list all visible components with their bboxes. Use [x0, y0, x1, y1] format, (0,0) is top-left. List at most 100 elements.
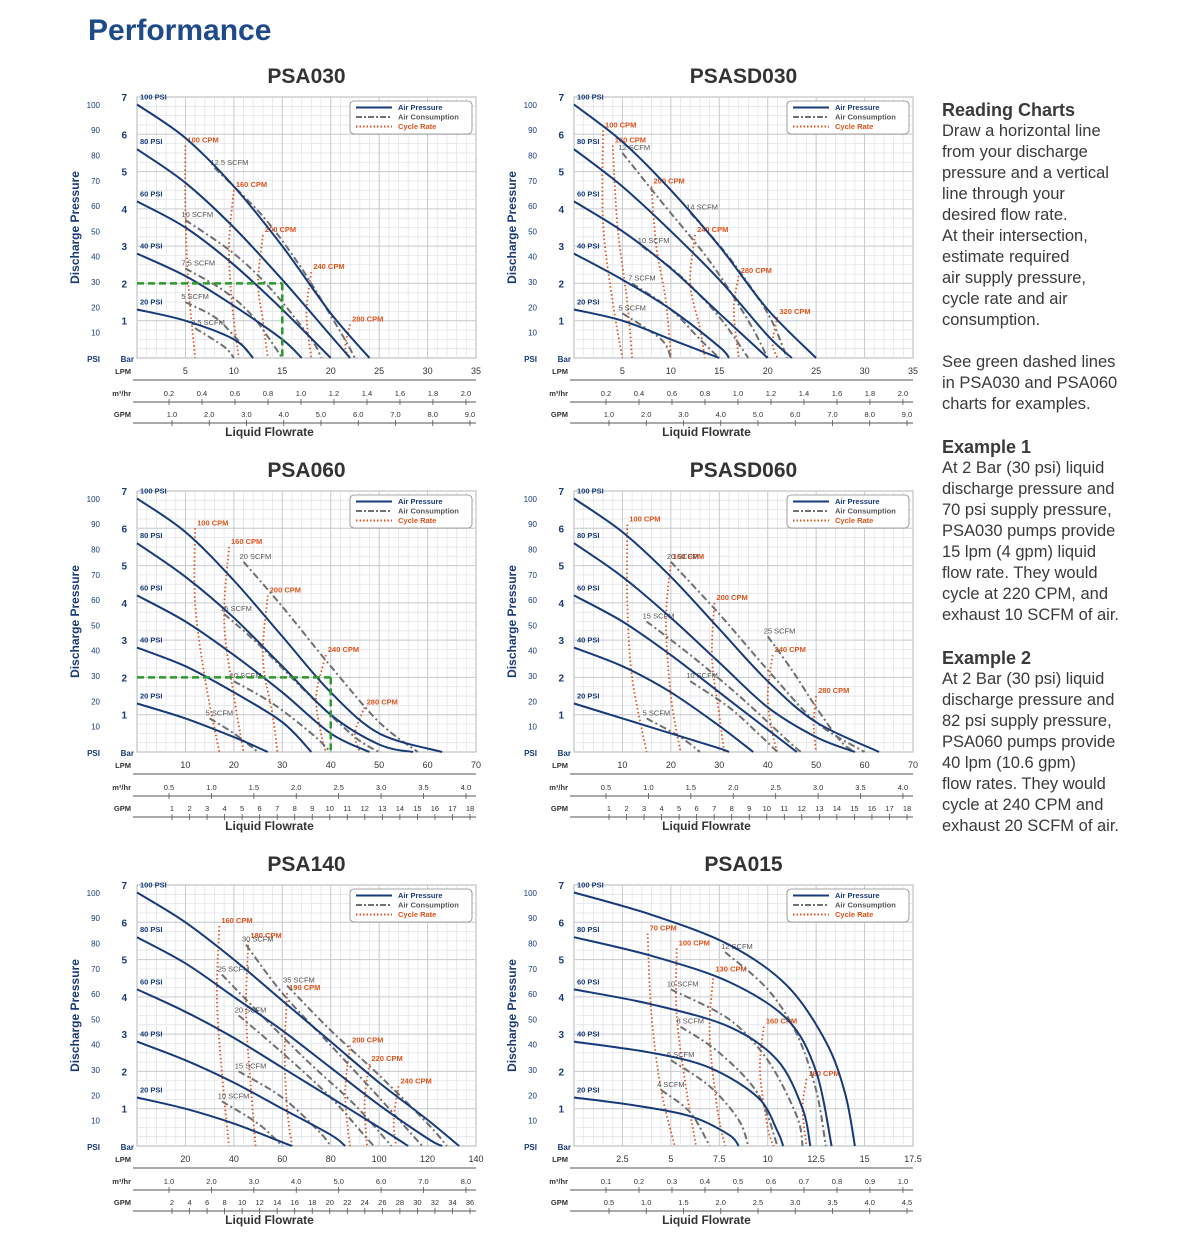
gpm-tick: 13: [378, 804, 386, 813]
cycle-rate-70-cpm: [646, 933, 676, 1147]
air-consumption-label: 25 SCFM: [218, 964, 250, 973]
gpm-tick: 8.0: [865, 410, 875, 419]
air-consumption-label: 20 SCFM: [240, 552, 272, 561]
air-pressure-20-psi: [573, 1096, 740, 1147]
gpm-tick: 16: [291, 1198, 299, 1207]
gpm-tick: 30: [413, 1198, 421, 1207]
legend-air-consumption: Air Consumption: [835, 113, 896, 122]
x-unit-label: m³/hr: [112, 783, 131, 792]
air-pressure-40-psi: [136, 252, 303, 359]
x-unit-label: LPM: [552, 1155, 568, 1164]
m3-tick: 1.0: [733, 389, 743, 398]
air-pressure-40-psi: [573, 252, 730, 359]
cycle-rate-label: 200 CPM: [653, 176, 684, 185]
gpm-tick: 0.5: [604, 1198, 614, 1207]
gpm-tick: 1: [607, 804, 611, 813]
air-consumption-label: 7.5 SCFM: [181, 259, 215, 268]
air-consumption-label: 10 SCFM: [686, 671, 718, 680]
bar-tick: 2: [121, 1067, 127, 1078]
gpm-tick: 14: [833, 804, 841, 813]
chart-title: PSA030: [267, 65, 345, 88]
cycle-rate-label: 240 CPM: [401, 1076, 432, 1085]
air-consumption-8-scfm: [679, 1025, 779, 1147]
lpm-tick: 10: [617, 760, 627, 770]
see-green-lines-text: See green dashed lines in PSA030 and PSA0…: [942, 353, 1118, 413]
air-pressure-label: 80 PSI: [577, 925, 600, 934]
air-pressure-40-psi: [573, 646, 754, 753]
cycle-rate-label: 100 CPM: [629, 515, 660, 524]
air-pressure-label: 80 PSI: [577, 531, 600, 540]
gpm-tick: 15: [850, 804, 858, 813]
air-consumption-10-scfm: [233, 680, 332, 753]
air-consumption-10-scfm: [670, 988, 804, 1147]
bar-tick: 6: [558, 130, 564, 141]
gpm-tick: 1.0: [641, 1198, 651, 1207]
cycle-rate-200-cpm: [261, 595, 279, 753]
psi-tick: 10: [91, 329, 100, 338]
air-consumption-12-scfm: [724, 951, 827, 1147]
air-consumption-label: 7 SCFM: [628, 273, 656, 282]
m3-tick: 2.5: [333, 783, 343, 792]
cycle-rate-label: 160 CPM: [221, 916, 252, 925]
cycle-rate-200-cpm: [344, 1045, 351, 1147]
psi-tick: 10: [528, 723, 537, 732]
m3-tick: 8.0: [461, 1177, 471, 1186]
gpm-tick: 1: [170, 804, 174, 813]
gpm-tick: 9.0: [902, 410, 912, 419]
reading-charts-title: Reading Charts: [942, 100, 1076, 120]
lpm-tick: 10: [229, 366, 239, 376]
lpm-tick: 35: [471, 366, 481, 376]
cycle-rate-label: 180 CPM: [808, 1069, 839, 1078]
cycle-rate-label: 100 CPM: [679, 938, 710, 947]
air-pressure-80-psi: [573, 936, 833, 1147]
psi-tick: 80: [528, 939, 537, 948]
air-pressure-label: 80 PSI: [577, 137, 600, 146]
psi-tick: 90: [91, 520, 100, 529]
air-pressure-60-psi: [573, 200, 769, 359]
cycle-rate-240-cpm: [689, 234, 706, 359]
air-pressure-label: 100 PSI: [577, 92, 604, 101]
lpm-tick: 10: [666, 366, 676, 376]
x-unit-label: LPM: [115, 1155, 131, 1164]
psi-tick: 60: [528, 596, 537, 605]
m3-tick: 6.0: [376, 1177, 386, 1186]
gpm-tick: 5.0: [316, 410, 326, 419]
bar-tick: 7: [121, 93, 127, 104]
cycle-rate-label: 280 CPM: [818, 686, 849, 695]
psi-tick: 50: [91, 227, 100, 236]
cycle-rate-label: 200 CPM: [716, 593, 747, 602]
example-2-text: At 2 Bar (30 psi) liquid discharge pressu…: [942, 670, 1119, 835]
gpm-tick: 10: [238, 1198, 246, 1207]
lpm-tick: 25: [811, 366, 821, 376]
bar-tick: 7: [558, 487, 564, 498]
m3-tick: 3.5: [855, 783, 865, 792]
psi-tick: 80: [91, 151, 100, 160]
air-consumption-25-scfm: [766, 635, 856, 753]
chart-title: PSA060: [267, 459, 345, 482]
air-pressure-label: 60 PSI: [140, 583, 163, 592]
bar-tick: 1: [558, 711, 564, 722]
gpm-tick: 4.0: [279, 410, 289, 419]
cycle-rate-label: 240 CPM: [313, 262, 344, 271]
lpm-tick: 140: [468, 1154, 483, 1164]
lpm-tick: 50: [811, 760, 821, 770]
gpm-tick: 2.0: [204, 410, 214, 419]
lpm-tick: 40: [763, 760, 773, 770]
psi-tick: 80: [91, 939, 100, 948]
gpm-tick: 8.0: [428, 410, 438, 419]
gpm-tick: 3: [205, 804, 209, 813]
bar-tick: 6: [121, 524, 127, 535]
m3-tick: 0.2: [601, 389, 611, 398]
air-consumption-5-scfm: [621, 312, 672, 359]
air-consumption-20-scfm: [670, 561, 866, 753]
x-axis-label: Liquid Flowrate: [662, 819, 751, 833]
psi-tick: 40: [91, 1041, 100, 1050]
cycle-rate-label: 240 CPM: [697, 225, 728, 234]
m3-tick: 0.8: [700, 389, 710, 398]
bar-tick: 5: [121, 956, 127, 967]
x-unit-label: LPM: [115, 367, 131, 376]
bar-tick: 4: [558, 599, 564, 610]
bar-tick: 4: [121, 599, 127, 610]
